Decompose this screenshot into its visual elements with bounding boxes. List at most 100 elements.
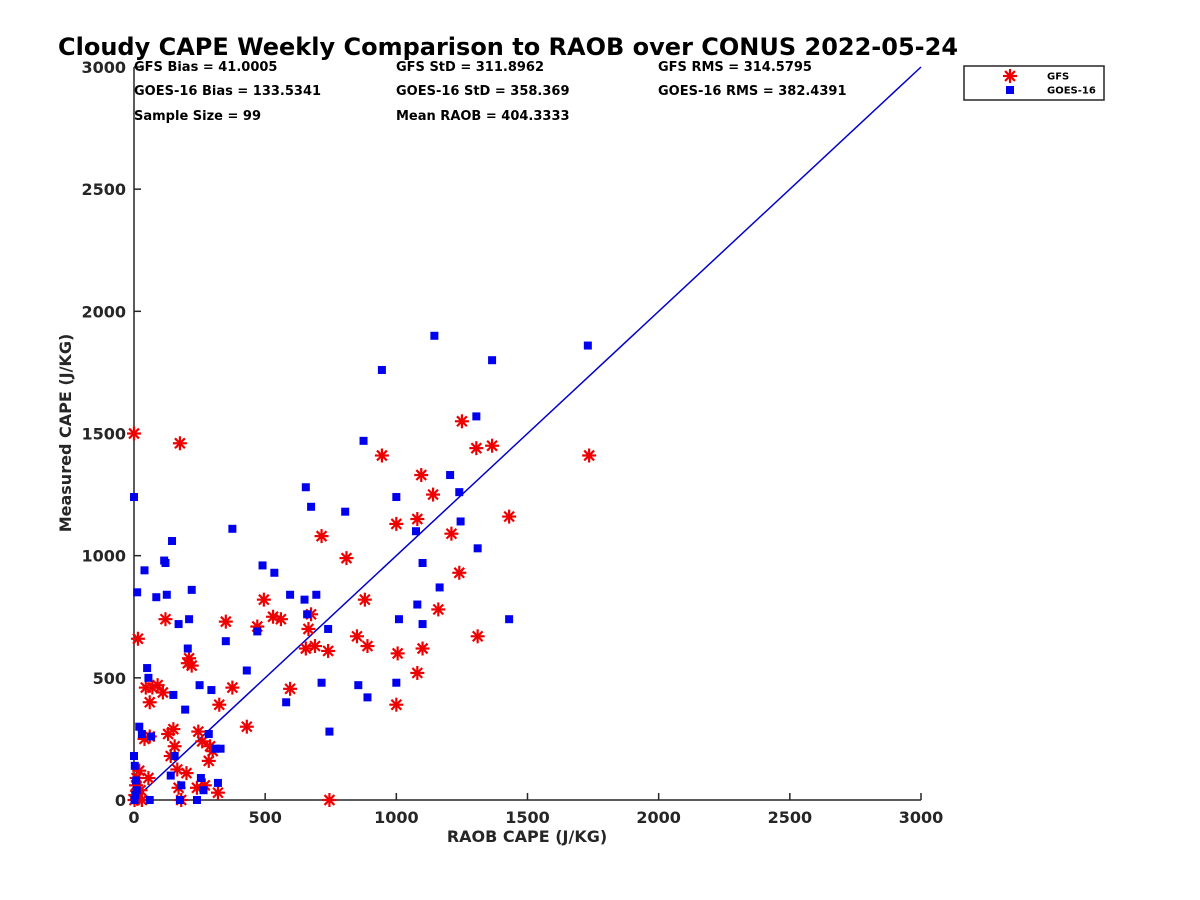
goes16-point [324, 624, 333, 633]
gfs-point [314, 529, 329, 544]
goes16-point [392, 678, 401, 687]
goes16-point [392, 493, 401, 502]
gfs-point [322, 793, 337, 807]
gfs-point [469, 441, 484, 456]
gfs-point [256, 592, 271, 607]
gfs-point [179, 766, 194, 781]
goes16-point [472, 412, 481, 421]
goes16-point [196, 774, 205, 783]
goes16-point [143, 664, 152, 673]
y-tick-label: 500 [93, 669, 126, 688]
one-to-one-line [133, 66, 922, 801]
goes16-point [187, 585, 196, 594]
goes16-point [325, 727, 334, 736]
x-tick-label: 0 [128, 808, 139, 827]
legend-label: GFS [1047, 72, 1069, 83]
legend-marker-gfs [1003, 69, 1017, 83]
chart-title: Cloudy CAPE Weekly Comparison to RAOB ov… [58, 33, 958, 61]
statistics-panel: GFS Bias = 41.0005 GFS StD = 311.8962 GFS … [134, 60, 847, 124]
gfs-point [283, 681, 298, 696]
gfs-point [410, 665, 425, 680]
goes16-point [300, 595, 309, 604]
goes16-point [412, 527, 421, 536]
goes16-point [132, 776, 141, 785]
goes16-point [211, 744, 220, 753]
stat-text: Sample Size = 99 [134, 109, 261, 124]
stat-text: GFS Bias = 41.0005 [134, 60, 277, 75]
goes16-point [161, 558, 170, 567]
stat-text: GOES-16 Bias = 133.5341 [134, 84, 321, 99]
goes16-point [174, 620, 183, 629]
goes16-point [377, 365, 386, 374]
gfs-point [158, 612, 173, 627]
gfs-point [239, 719, 254, 734]
gfs-point [225, 680, 240, 695]
gfs-point [130, 631, 145, 646]
gfs-point [212, 697, 227, 712]
goes16-point [418, 558, 427, 567]
gfs-point [390, 646, 405, 661]
legend: GFS GOES-16 [963, 65, 1105, 101]
y-tick-label: 0 [115, 791, 126, 810]
gfs-point [218, 614, 233, 629]
y-axis-label: Measured CAPE (J/KG) [56, 334, 75, 533]
goes16-point [216, 744, 225, 753]
goes16-point [130, 752, 138, 761]
gfs-point [357, 592, 372, 607]
stat-text: Mean RAOB = 404.3333 [396, 109, 570, 124]
goes16-point [258, 561, 267, 570]
goes16-point [130, 493, 138, 502]
goes16-point [175, 796, 184, 804]
gfs-point [431, 602, 446, 617]
goes16-point [446, 471, 455, 480]
gfs-point [142, 695, 157, 710]
gfs-point [298, 641, 313, 656]
gfs-point [415, 641, 430, 656]
gfs-point [210, 785, 225, 800]
goes16-point [130, 796, 139, 804]
gfs-point [389, 697, 404, 712]
y-tick-label: 2500 [81, 180, 126, 199]
gfs-point [155, 685, 170, 700]
gfs-point [150, 678, 165, 693]
y-tick-label: 1500 [81, 425, 126, 444]
x-tick-label: 1000 [374, 808, 419, 827]
goes16-point [418, 620, 427, 629]
x-axis-label: RAOB CAPE (J/KG) [447, 827, 607, 846]
gfs-point [166, 722, 181, 737]
goes16-point [505, 615, 514, 624]
gfs-point [426, 487, 441, 502]
goes16-point [455, 488, 464, 497]
goes16-point [140, 566, 149, 575]
goes16-point [312, 590, 321, 599]
x-tick-label: 2500 [768, 808, 813, 827]
goes16-point [130, 761, 139, 770]
tick-group: 0 500 1000 1500 2000 2500 3000 0 500 1000 1500 2000… [81, 58, 943, 827]
goes16-point [204, 730, 213, 739]
goes16-point [221, 637, 230, 646]
gfs-point [374, 448, 389, 463]
gfs-point [454, 414, 469, 429]
goes16-point [170, 752, 179, 761]
stat-text: GFS StD = 311.8962 [396, 60, 544, 75]
goes16-point [242, 666, 251, 675]
goes16-point [169, 690, 178, 699]
gfs-point [167, 739, 182, 754]
goes16-point [430, 331, 439, 340]
goes16-point [317, 678, 326, 687]
gfs-point [389, 516, 404, 531]
goes16-point [303, 610, 312, 619]
goes16-point [145, 796, 154, 804]
gfs-point [410, 512, 425, 527]
goes16-point [207, 686, 216, 695]
legend-label: GOES-16 [1047, 86, 1096, 97]
goes16-point [166, 771, 175, 780]
gfs-point [485, 438, 500, 453]
goes16-point [181, 705, 190, 714]
gfs-point [502, 509, 517, 524]
y-tick-label: 3000 [81, 58, 126, 77]
goes16-point [394, 615, 403, 624]
goes16-point [473, 544, 482, 553]
gfs-point [127, 426, 141, 441]
goes16-point [583, 341, 592, 350]
